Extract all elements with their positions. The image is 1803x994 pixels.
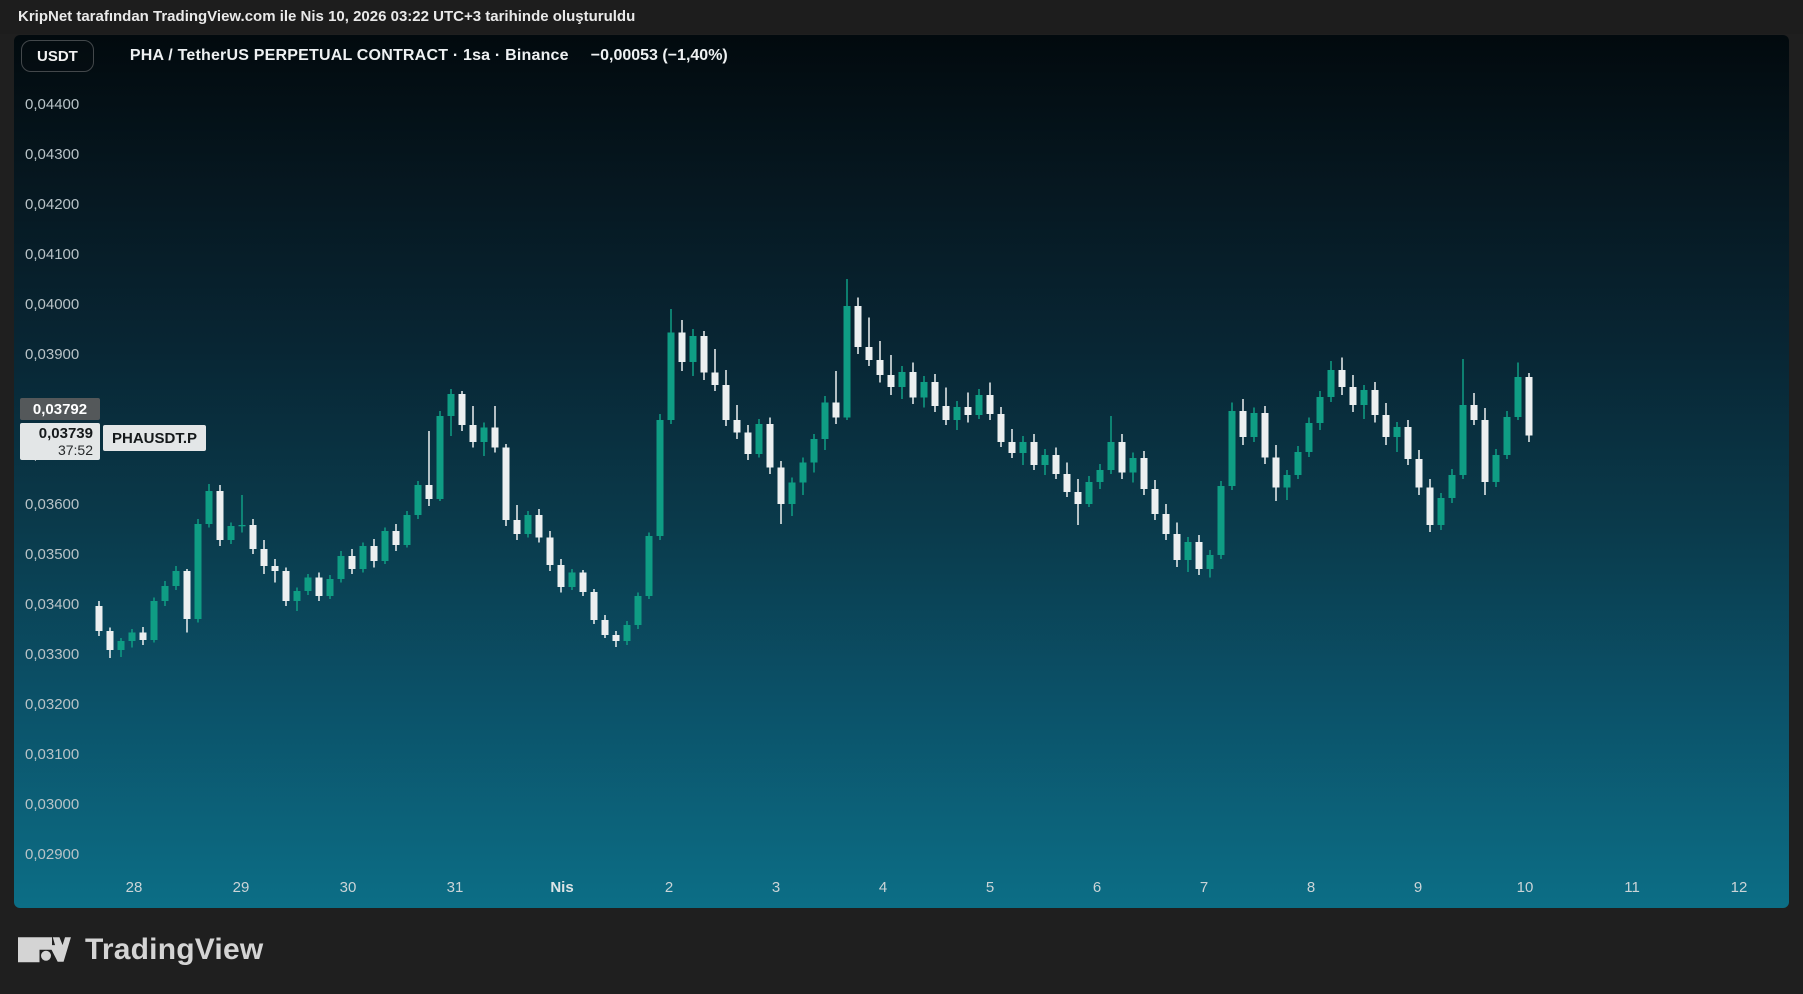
- time-axis-label: 12: [1730, 879, 1748, 896]
- time-axis-label: 7: [1199, 879, 1209, 896]
- time-axis-label: 28: [125, 879, 143, 896]
- time-axis-label: Nis: [550, 879, 574, 896]
- time-axis-label: 3: [771, 879, 781, 896]
- price-axis-label: 0,04300: [25, 146, 80, 163]
- time-axis-label: 2: [664, 879, 674, 896]
- price-axis-label: 0,03300: [25, 646, 80, 663]
- price-axis-label: 0,03900: [25, 346, 80, 363]
- footer-bar: TradingView: [0, 908, 1803, 994]
- time-axis-label: 10: [1516, 879, 1534, 896]
- currency-toggle-button[interactable]: USDT: [21, 40, 94, 72]
- time-axis-label: 30: [339, 879, 357, 896]
- tradingview-logo-icon: [18, 937, 71, 963]
- price-axis-label: 0,03200: [25, 696, 80, 713]
- price-axis-label: 0,04100: [25, 246, 80, 263]
- prev-close-price-badge: 0,03792: [20, 398, 100, 420]
- price-axis-label: 0,03100: [25, 746, 80, 763]
- last-price-value: 0,03739: [38, 425, 93, 442]
- symbol-title: PHA / TetherUS PERPETUAL CONTRACT · 1sa …: [129, 47, 569, 64]
- attribution-text: KripNet tarafından TradingView.com ile N…: [18, 8, 636, 25]
- price-axis-label: 0,04400: [25, 96, 80, 113]
- candlestick-chart[interactable]: [14, 35, 1789, 908]
- price-axis-label: 0,04200: [25, 196, 80, 213]
- last-price-badge: 0,03739 37:52: [20, 423, 100, 460]
- tradingview-logo-text: TradingView: [85, 933, 264, 966]
- chart-panel: 0,04400 0,04300 0,04200 0,04100 0,04000 0,039…: [14, 35, 1789, 908]
- time-axis-label: 31: [446, 879, 464, 896]
- attribution-bar: KripNet tarafından TradingView.com ile N…: [0, 0, 1803, 34]
- symbol-label-tag: PHAUSDT.P: [103, 425, 207, 451]
- time-axis-label: 4: [878, 879, 888, 896]
- price-axis-label: 0,03600: [25, 496, 80, 513]
- time-axis-label: 9: [1413, 879, 1423, 896]
- time-axis-label: 8: [1306, 879, 1316, 896]
- bar-countdown: 37:52: [57, 442, 93, 458]
- time-axis-label: 29: [232, 879, 250, 896]
- price-axis-label: 0,04000: [25, 296, 80, 313]
- tradingview-logo[interactable]: TradingView: [18, 930, 263, 970]
- price-axis-label: 0,03000: [25, 796, 80, 813]
- time-axis-label: 11: [1624, 879, 1640, 896]
- price-change: −0,00053 (−1,40%): [590, 47, 728, 64]
- price-axis-label: 0,02900: [25, 846, 80, 863]
- time-axis-label: 5: [985, 879, 995, 896]
- chart-header: USDT PHA / TetherUS PERPETUAL CONTRACT ·…: [21, 40, 728, 72]
- price-axis-label: 0,03400: [25, 596, 80, 613]
- time-axis-label: 6: [1092, 879, 1102, 896]
- price-axis-label: 0,03500: [25, 546, 80, 563]
